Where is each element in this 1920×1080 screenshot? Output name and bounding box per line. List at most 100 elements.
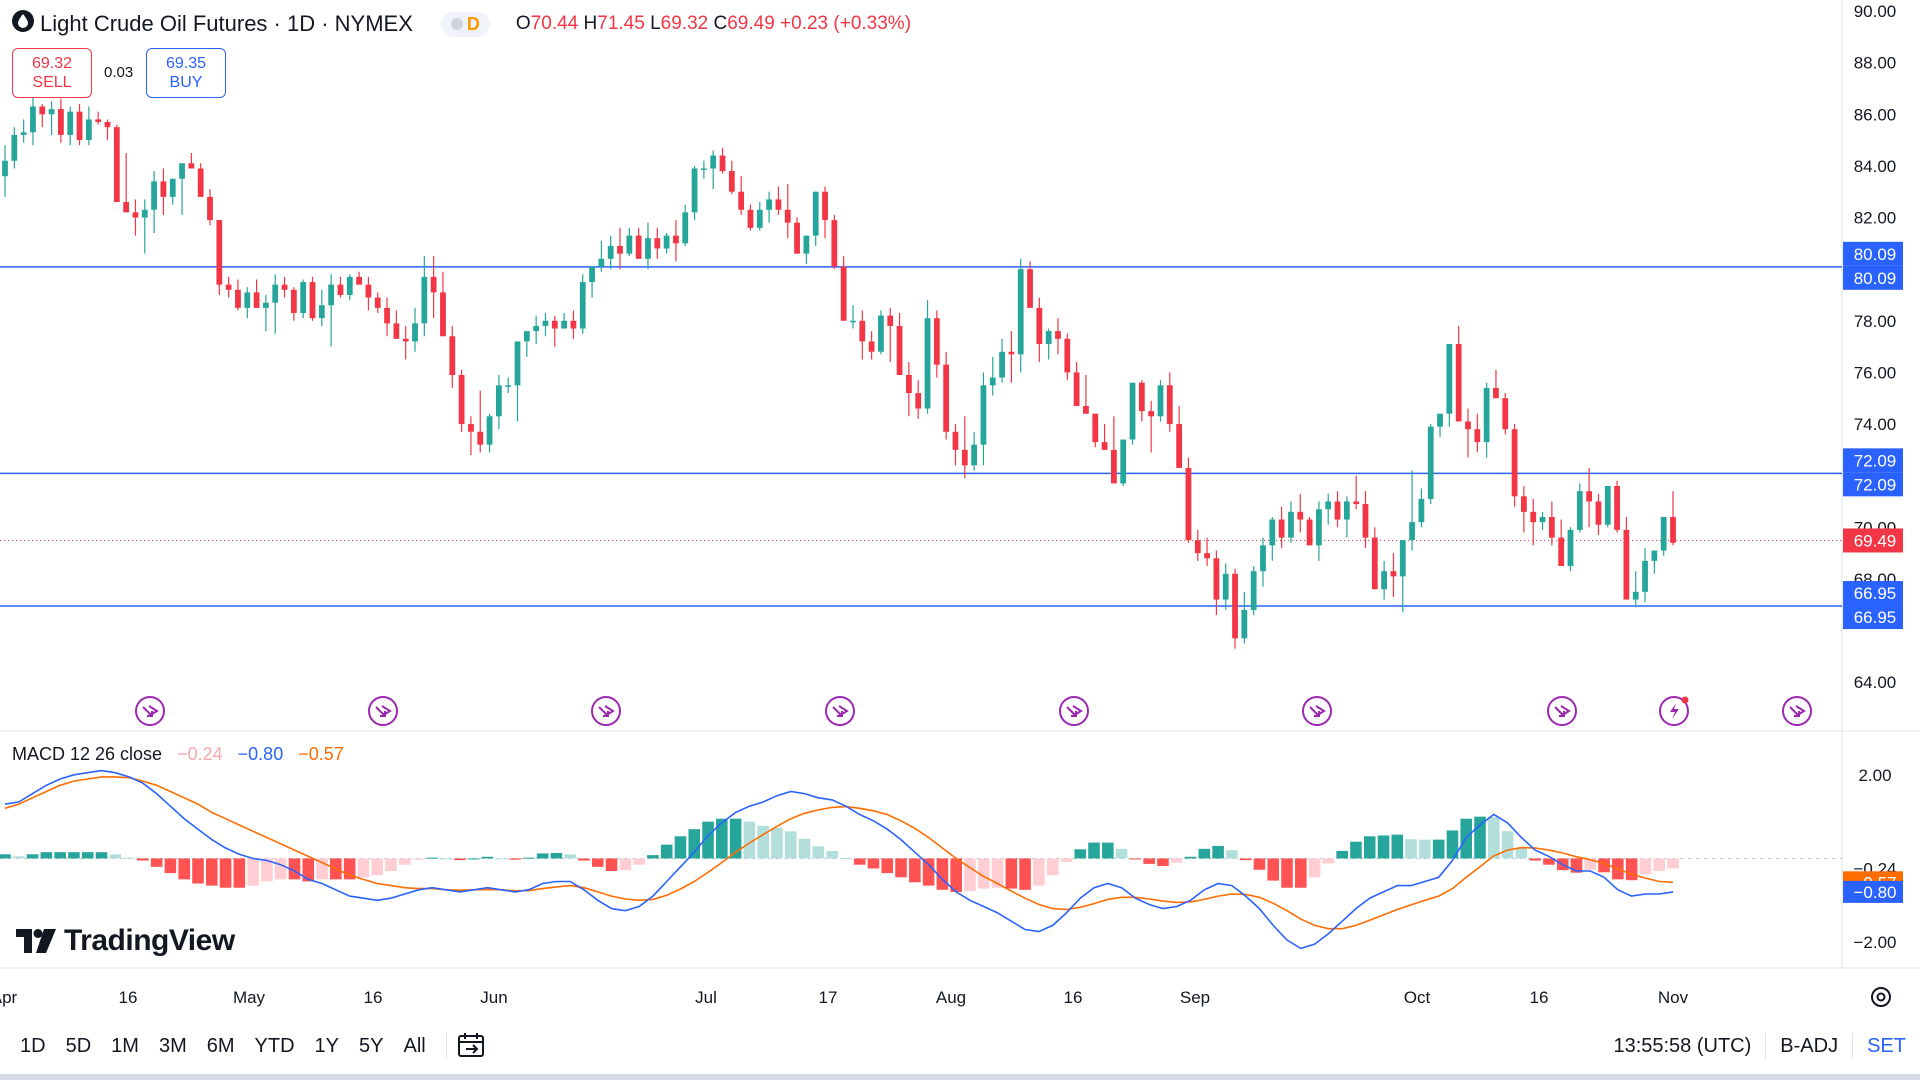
event-arrow-icon[interactable] <box>1059 696 1089 726</box>
event-arrow-icon[interactable] <box>135 696 165 726</box>
candle-body <box>11 134 18 161</box>
macd-histogram-bar <box>150 858 163 867</box>
candle-body <box>905 374 912 394</box>
candle <box>700 160 707 179</box>
symbol-title[interactable]: Light Crude Oil Futures · 1D · NYMEX <box>40 11 413 36</box>
session-toggle[interactable]: SET <box>1867 1034 1906 1057</box>
macd-histogram-bar <box>426 857 439 859</box>
buy-label: BUY <box>169 74 203 91</box>
macd-histogram-bar <box>1267 858 1280 881</box>
candle <box>766 191 773 223</box>
candle-body <box>1409 522 1415 541</box>
macd-histogram-bar <box>950 858 962 892</box>
candle-body <box>1558 537 1565 567</box>
candle <box>719 147 726 174</box>
range-1m[interactable]: 1M <box>111 1034 139 1057</box>
candle-body <box>216 220 223 285</box>
candle-body <box>756 209 763 228</box>
macd-hist-value: −0.24 <box>177 744 223 764</box>
market-status-pill[interactable]: D <box>440 11 490 37</box>
macd-histogram-bar <box>909 858 921 883</box>
candle-body <box>1073 372 1080 406</box>
candle-body <box>440 292 446 337</box>
sell-button[interactable]: 69.32 SELL <box>12 48 92 98</box>
range-5y[interactable]: 5Y <box>359 1034 384 1057</box>
time-tick-label: 16 <box>364 988 383 1007</box>
candle <box>1558 519 1565 567</box>
candle <box>1548 501 1555 546</box>
candle <box>1138 380 1145 422</box>
event-arrow-icon[interactable] <box>591 696 621 726</box>
candle-body <box>1017 269 1024 355</box>
candle-body <box>1660 516 1667 551</box>
range-1d[interactable]: 1D <box>20 1034 46 1057</box>
time-tick-label: 16 <box>1530 988 1549 1007</box>
range-3m[interactable]: 3M <box>158 1034 187 1057</box>
settings-icon[interactable] <box>1869 985 1893 1014</box>
candle-body <box>896 325 903 375</box>
candle-body <box>822 191 828 221</box>
candle-body <box>1064 338 1071 373</box>
candle <box>1670 491 1676 546</box>
candle <box>905 362 912 417</box>
range-ytd[interactable]: YTD <box>254 1034 295 1057</box>
candle-body <box>738 191 745 210</box>
candle-body <box>402 338 409 342</box>
time-tick-label: Nov <box>1658 988 1689 1007</box>
macd-histogram-bar <box>1046 858 1059 876</box>
macd-line-tag <box>1843 880 1903 903</box>
buy-button[interactable]: 69.35 BUY <box>146 48 226 98</box>
candle <box>989 356 996 396</box>
candle <box>113 124 120 203</box>
macd-histogram-bar <box>1212 845 1224 859</box>
candle-body <box>551 320 558 329</box>
candle-body <box>449 336 456 375</box>
range-5d[interactable]: 5D <box>65 1034 92 1057</box>
candle-body <box>654 238 661 249</box>
candle-body <box>1334 501 1341 520</box>
macd-histogram-bar <box>109 854 122 859</box>
macd-histogram-bar <box>178 858 190 880</box>
candle-body <box>700 168 707 170</box>
level-price-tag-label: 66.95 <box>1854 584 1897 603</box>
candle <box>561 313 567 329</box>
adjustment-toggle[interactable]: B-ADJ <box>1780 1034 1839 1057</box>
candle <box>11 127 18 169</box>
macd-histogram-bar <box>412 858 425 860</box>
macd-histogram-bar <box>1157 858 1169 866</box>
event-arrow-icon[interactable] <box>1782 696 1812 726</box>
price-tick-label: 90.00 <box>1854 2 1897 21</box>
last-price-tag-label: 69.49 <box>1854 531 1897 550</box>
candle-body <box>1008 351 1015 355</box>
candle <box>328 274 335 347</box>
candle-body <box>971 444 978 466</box>
range-1y[interactable]: 1Y <box>314 1034 340 1057</box>
range-6m[interactable]: 6M <box>206 1034 235 1057</box>
candle <box>617 227 623 270</box>
macd-histogram-bar <box>688 829 701 859</box>
time-tick-label: Sep <box>1180 988 1210 1007</box>
tradingview-logo[interactable]: TradingView <box>16 924 235 958</box>
clock-readout[interactable]: 13:55:58 (UTC) <box>1613 1034 1752 1057</box>
event-flash-icon[interactable] <box>1659 696 1689 726</box>
candle <box>402 325 409 360</box>
candle <box>1539 511 1546 530</box>
event-arrow-icon[interactable] <box>825 696 855 726</box>
calendar-goto-icon[interactable] <box>457 1032 487 1060</box>
market-status-dot <box>450 18 463 30</box>
candle-body <box>272 284 279 303</box>
candle-body <box>1325 501 1332 510</box>
event-arrow-icon[interactable] <box>1302 696 1332 726</box>
range-all[interactable]: All <box>403 1034 426 1057</box>
candle <box>1651 550 1658 574</box>
level-price-tag-label: 80.09 <box>1854 245 1897 264</box>
candle <box>207 189 213 226</box>
macd-histogram-bar <box>495 858 508 860</box>
event-arrow-icon[interactable] <box>368 696 398 726</box>
candle-body <box>663 235 670 249</box>
candle-body <box>1651 550 1658 561</box>
event-arrow-icon[interactable] <box>1547 696 1577 726</box>
candle <box>30 91 36 146</box>
macd-legend[interactable]: MACD 12 26 close −0.24 −0.80 −0.57 <box>12 744 344 765</box>
